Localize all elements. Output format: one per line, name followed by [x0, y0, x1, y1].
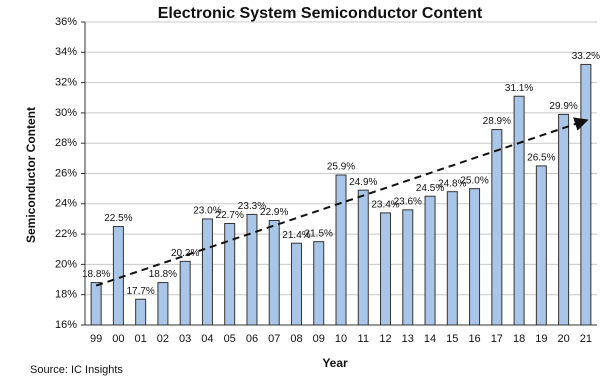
bar — [380, 212, 392, 326]
y-tick-label: 22% — [55, 228, 77, 240]
y-tick-label: 36% — [55, 16, 77, 28]
x-tick-label: 20 — [557, 333, 569, 345]
bar — [246, 213, 258, 326]
value-label: 25.9% — [327, 162, 355, 173]
value-label: 24.5% — [416, 183, 444, 194]
value-label: 24.9% — [349, 177, 377, 188]
x-tick-label: 19 — [535, 333, 547, 345]
x-tick-label: 99 — [90, 333, 102, 345]
value-label: 25.0% — [460, 175, 488, 186]
value-label: 23.3% — [238, 201, 266, 212]
x-tick-label: 05 — [224, 333, 236, 345]
value-label: 23.0% — [193, 206, 221, 217]
x-tick-label: 10 — [335, 333, 347, 345]
value-label: 17.7% — [126, 286, 154, 297]
x-tick-label: 02 — [157, 333, 169, 345]
y-axis-label: Semiconductor Content — [24, 107, 38, 243]
bar — [201, 218, 213, 326]
value-label: 28.9% — [483, 116, 511, 127]
y-tick-label: 24% — [55, 198, 77, 210]
value-label: 22.5% — [104, 213, 132, 224]
bar — [313, 241, 325, 326]
bar — [535, 165, 547, 326]
x-tick-label: 12 — [379, 333, 391, 345]
x-tick-label: 00 — [112, 333, 124, 345]
bar — [424, 195, 436, 326]
bar — [157, 282, 169, 326]
x-tick-label: 11 — [358, 333, 369, 345]
bar — [112, 226, 124, 326]
x-tick-label: 16 — [468, 333, 480, 345]
y-tick-label: 18% — [55, 289, 77, 301]
x-tick-label: 17 — [491, 333, 503, 345]
value-label: 18.8% — [149, 269, 177, 280]
x-tick-label: 21 — [580, 333, 592, 345]
bar — [224, 222, 236, 326]
bar — [580, 63, 592, 326]
bar — [402, 209, 414, 326]
x-tick-label: 15 — [446, 333, 458, 345]
bar — [135, 298, 147, 326]
x-tick-label: 03 — [179, 333, 191, 345]
value-label: 24.8% — [438, 178, 466, 189]
bar — [335, 174, 347, 326]
y-tick-label: 34% — [55, 46, 77, 58]
bar — [268, 219, 280, 326]
value-label: 29.9% — [549, 101, 577, 112]
x-tick-label: 08 — [290, 333, 302, 345]
bar — [513, 95, 525, 326]
bar — [558, 113, 570, 326]
bar — [179, 260, 191, 326]
value-label: 33.2% — [572, 51, 600, 62]
x-tick-label: 01 — [135, 333, 147, 345]
value-label: 18.8% — [82, 269, 110, 280]
y-tick-label: 16% — [55, 319, 77, 331]
bar — [90, 282, 102, 326]
source-note: Source: IC Insights — [30, 364, 123, 376]
x-tick-label: 09 — [313, 333, 325, 345]
bar — [357, 189, 369, 326]
y-tick-label: 20% — [55, 258, 77, 270]
y-tick-label: 28% — [55, 137, 77, 149]
bar — [491, 129, 503, 326]
x-tick-label: 13 — [402, 333, 414, 345]
x-tick-label: 07 — [268, 333, 280, 345]
value-label: 23.4% — [371, 200, 399, 211]
value-label: 20.2% — [171, 248, 199, 259]
bar — [290, 242, 302, 326]
value-label: 21.4% — [282, 230, 310, 241]
x-tick-label: 18 — [513, 333, 525, 345]
value-label: 21.5% — [305, 228, 333, 239]
x-tick-label: 06 — [246, 333, 258, 345]
value-label: 22.7% — [216, 210, 244, 221]
value-label: 26.5% — [527, 153, 555, 164]
y-tick-label: 26% — [55, 167, 77, 179]
value-label: 23.6% — [394, 197, 422, 208]
bar — [469, 188, 481, 326]
bar — [446, 191, 458, 326]
chart-title: Electronic System Semiconductor Content — [158, 5, 483, 22]
y-tick-label: 30% — [55, 107, 77, 119]
value-label: 22.9% — [260, 207, 288, 218]
trend-line — [95, 117, 589, 287]
x-tick-label: 04 — [201, 333, 213, 345]
value-label: 31.1% — [505, 83, 533, 94]
x-axis-label: Year — [322, 356, 348, 370]
y-tick-label: 32% — [55, 77, 77, 89]
x-tick-label: 14 — [424, 333, 436, 345]
